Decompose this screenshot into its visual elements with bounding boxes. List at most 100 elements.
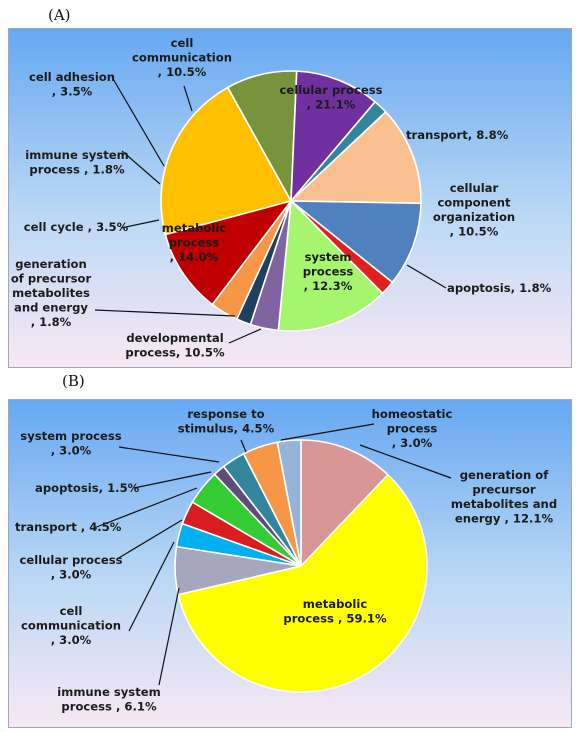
leader-line-apoptosis-1-5 [133,471,212,489]
slice-label-line: , 14.0% [170,250,219,264]
slice-label-line: component [437,196,511,210]
leader-line-cellular-process-3-0 [116,519,183,560]
slice-label-line: of precursor [11,272,92,286]
slice-label-line: , 3.0% [51,568,92,582]
slice-label-cell-cycle-3-5: cell cycle , 3.5% [24,220,129,234]
slice-label-developmental-process-10-5: developmental process, 10.5% [125,331,225,360]
slice-label-line: process [303,265,354,279]
slice-label-line: process , 6.1% [61,700,157,714]
slice-label-line: generation [15,257,87,271]
slice-label-line: system [305,250,352,264]
leader-line-generation-of-precursor-metabolites-and-energy-12-1 [359,444,452,479]
pie-chart-a: cellular process, 21.1%transport, 8.8%ce… [9,29,571,367]
slice-label-line: , 3.5% [52,85,93,99]
slice-label-line: , 3.0% [51,444,92,458]
pie-slice-metabolic-process-59-1 [177,473,428,693]
slice-label-line: cell [60,604,83,618]
panel-a-label: (A) [48,6,71,24]
slice-label-generation-of-precursor-metabolites-and-energy-12-1: generation of precursor metabolites and ene… [451,468,557,526]
pie-slice-developmental-process-10-5 [288,200,422,284]
slice-label-metabolic-process-14-0: metabolic process, 14.0% [162,221,227,264]
slice-label-line: generation of [460,468,550,482]
slice-label-line: process , 1.8% [29,163,125,177]
panel-b-label: (B) [62,372,85,390]
leader-line-cell-adhesion-3-5 [111,76,165,167]
slice-label-line: , 10.5% [158,65,207,79]
pie-slice-cellular-process-21-1 [160,86,293,236]
slice-label-line: cellular process [279,83,382,97]
slice-label-cell-communication-10-5: cell communication, 10.5% [132,36,232,79]
slice-label-line: process , 59.1% [283,612,387,626]
pie-chart-b-panel: generation of precursor metabolites and ene… [8,399,572,728]
slice-label-system-process-12-3: system process, 12.3% [303,250,354,293]
slice-label-line: , 10.5% [450,225,499,239]
slice-label-line: cellular [450,181,499,195]
pie-slice-homeostatic-process-3-0 [276,439,302,567]
slice-label-transport-4-5: transport , 4.5% [15,520,122,534]
slice-label-line: cell [171,36,194,50]
slice-label-apoptosis-1-5: apoptosis, 1.5% [35,481,140,495]
slice-label-line: , 3.0% [392,436,433,450]
slice-label-line: apoptosis, 1.5% [35,481,140,495]
slice-label-line: , 1.8% [31,315,72,329]
slice-label-cellular-process-3-0: cellular process, 3.0% [19,553,122,582]
leader-line-system-process-3-0 [118,446,220,463]
slice-label-line: immune system [25,148,128,162]
leader-line-cell-communication-10-5 [183,85,193,112]
leader-line-generation-of-precursor-metabolites-and-energy-1-8 [94,309,236,317]
slice-label-generation-of-precursor-metabolites-and-energy-1-8: generation of precursor metabolites and ene… [11,257,92,329]
slice-label-line: process [169,236,220,250]
pie-slice-generation-of-precursor-metabolites-and-energy-12-1 [300,439,390,568]
leader-line-immune-system-process-1-8 [121,150,161,185]
slice-label-immune-system-process-6-1: immune system process , 6.1% [57,685,160,714]
slice-label-line: communication [132,51,232,65]
slice-label-line: metabolic [162,221,227,235]
slice-label-line: and energy [14,301,88,315]
pie-slice-cellular-component-organization-10-5 [290,70,377,204]
slice-label-line: system process [20,429,121,443]
slice-label-line: cellular process [19,553,122,567]
slice-label-line: energy , 12.1% [455,512,554,526]
slice-label-line: developmental [126,331,223,345]
slice-label-line: , 21.1% [307,98,356,112]
slice-label-transport-8-8: transport, 8.8% [406,128,509,142]
slice-label-line: process, 10.5% [125,346,225,360]
slice-label-line: stimulus, 4.5% [178,422,275,436]
leader-line-response-to-stimulus-4-5 [240,439,247,453]
leader-line-homeostatic-process-3-0 [280,423,375,441]
slice-label-line: , 3.0% [51,633,92,647]
slice-label-cellular-process-21-1: cellular process, 21.1% [279,83,382,112]
pie-slice-cell-communication-10-5 [164,199,294,306]
slice-label-line: communication [21,619,121,633]
pie-slice-metabolic-process-14-0 [277,199,384,332]
slice-label-line: metabolic [303,597,368,611]
leader-line-immune-system-process-6-1 [158,587,180,686]
leader-line-cell-communication-3-0 [128,541,175,632]
slice-label-line: cell cycle , 3.5% [24,220,129,234]
slice-label-cellular-component-organization-10-5: cellular component organization, 10.5% [433,181,515,239]
slice-label-line: precursor [472,483,536,497]
slice-label-line: immune system [57,685,160,699]
slice-label-system-process-3-0: system process, 3.0% [20,429,121,458]
pie-slice-system-process-12-3 [289,110,422,205]
slice-label-line: metabolites and [451,497,557,511]
leader-line-transport-4-5 [93,487,198,529]
leader-line-apoptosis-1-8 [406,264,447,289]
slice-label-immune-system-process-1-8: immune system process , 1.8% [25,148,128,177]
pie-chart-a-panel: cellular process, 21.1% transport, 8.8% ce… [8,28,572,368]
pie-chart-b: generation of precursor metabolites and ene… [9,400,571,727]
slice-label-metabolic-process-59-1: metabolic process , 59.1% [283,597,387,626]
slice-label-line: cell adhesion [29,70,115,84]
slice-label-homeostatic-process-3-0: homeostatic process, 3.0% [372,407,453,450]
slice-label-line: response to [187,407,264,421]
slice-label-line: homeostatic [372,407,453,421]
slice-label-line: transport, 8.8% [406,128,509,142]
slice-label-line: organization [433,210,515,224]
slice-label-line: transport , 4.5% [15,520,122,534]
slice-label-cell-communication-3-0: cell communication, 3.0% [21,604,121,647]
slice-label-cell-adhesion-3-5: cell adhesion, 3.5% [29,70,115,99]
leader-line-developmental-process-10-5 [228,328,262,344]
leader-line-cell-cycle-3-5 [120,219,160,229]
slice-label-line: process [387,422,438,436]
slice-label-apoptosis-1-8: apoptosis, 1.8% [447,281,552,295]
